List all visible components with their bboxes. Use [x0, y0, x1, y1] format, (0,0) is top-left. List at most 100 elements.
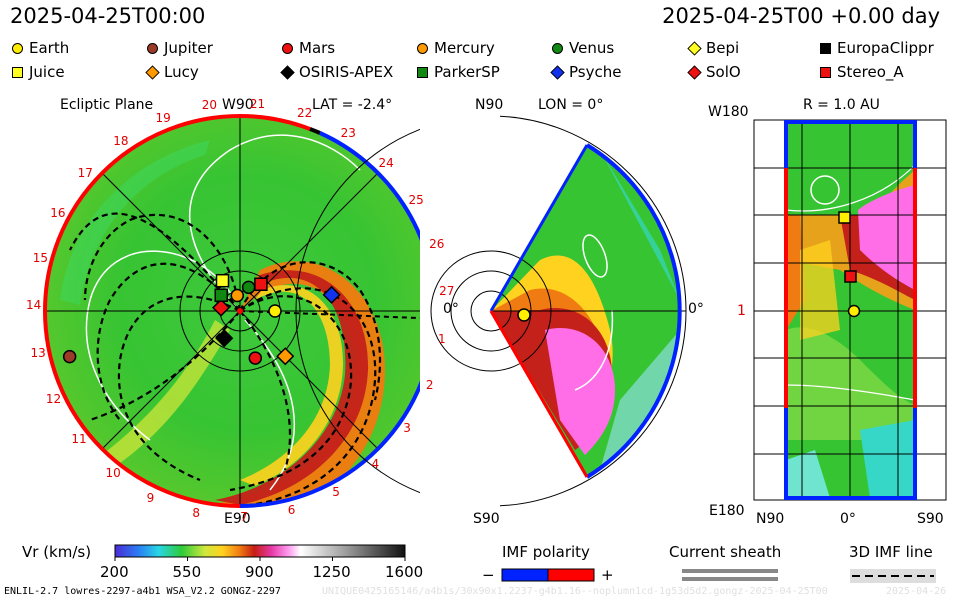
sheath-line-2 — [682, 577, 778, 581]
footer-date: 2025-04-26 — [886, 586, 947, 597]
sector-number: 15 — [32, 250, 49, 265]
sector-number: 21 — [249, 96, 266, 111]
stream-green-light — [60, 140, 210, 305]
surface-x-label-0: 0° — [840, 511, 856, 527]
surface-juice-marker — [838, 211, 851, 224]
meridional-bottom-label: S90 — [473, 511, 500, 527]
surface-bottom-label: E180 — [709, 503, 745, 519]
legend-item-juice: Juice — [12, 63, 65, 81]
stream-red — [215, 270, 369, 505]
legend-item-parkersp: ParkerSP — [417, 63, 500, 81]
legend-item-venus: Venus — [552, 39, 614, 57]
stream-orange — [200, 261, 385, 506]
mer-rim-red — [489, 310, 589, 478]
mer-earth-marker — [517, 308, 531, 322]
mars-circle-icon — [282, 43, 293, 54]
sector-number: 9 — [146, 491, 155, 506]
body-venus — [241, 280, 256, 295]
surface-mid-label: 1 — [737, 303, 746, 319]
sector-number: 23 — [340, 126, 356, 141]
sector-number: 20 — [201, 98, 218, 113]
ecliptic-zero-label: 0° — [443, 301, 459, 317]
sector-number: 5 — [332, 484, 340, 499]
mer-rim-blue — [585, 143, 682, 479]
surface-stereo-marker — [844, 270, 857, 283]
earth-connector — [239, 310, 496, 322]
imf-lines — [69, 212, 382, 506]
legend-item-stereo-a: Stereo_A — [820, 63, 904, 81]
legend-label: Earth — [29, 39, 70, 57]
surface-earth-marker — [847, 304, 861, 318]
legend-item-psyche: Psyche — [550, 63, 622, 81]
sector-number: 17 — [77, 166, 93, 181]
ecliptic-title: Ecliptic Plane — [60, 97, 154, 113]
body-earth — [268, 304, 282, 318]
body-psyche — [322, 285, 341, 304]
rim-red-top — [239, 114, 311, 131]
sector-number: 4 — [371, 456, 380, 471]
jupiter-circle-icon — [147, 43, 158, 54]
sector-number: 10 — [105, 466, 121, 481]
body-mars — [248, 351, 263, 365]
juice-square-icon — [12, 67, 23, 78]
legend-item-mercury: Mercury — [417, 39, 495, 57]
legend-label: Juice — [29, 63, 65, 81]
colorbar-ticks — [114, 557, 406, 561]
body-juice — [215, 273, 230, 288]
ecliptic-lat-label: LAT = -2.4° — [312, 97, 393, 113]
legend-item-lucy: Lucy — [145, 63, 199, 81]
stream-yellow — [240, 285, 344, 486]
legend-label: SolO — [706, 63, 741, 81]
sector-number: 27 — [439, 283, 455, 298]
colorbar-tick-label: 550 — [172, 563, 202, 581]
surface-r-label: R = 1.0 AU — [803, 97, 880, 113]
sector-number: 2 — [425, 378, 434, 393]
sector-number: 8 — [192, 505, 200, 520]
parkersp-square-icon — [417, 67, 428, 78]
colorbar-label: Vr (km/s) — [22, 543, 92, 561]
colorbar-tick-label: 1250 — [312, 563, 351, 581]
sector-number: 18 — [113, 134, 129, 149]
sector-number: 19 — [155, 111, 171, 126]
sector-number: 12 — [45, 391, 62, 406]
sector-number: 1 — [437, 331, 446, 346]
footer-run-id: UNIQUE0425165146/a4b1s/30x90x1.2237-g4b1… — [322, 586, 828, 597]
body-jupiter — [62, 349, 77, 364]
current-sheath-label: Current sheath — [669, 543, 782, 561]
white-spirals — [85, 134, 361, 491]
meridional-zero-label: 0° — [688, 301, 704, 317]
sheath-line-1 — [682, 569, 778, 573]
sector-number: 13 — [30, 346, 46, 361]
europaclippr-square-icon — [820, 43, 831, 54]
sector-number: 24 — [378, 155, 394, 170]
legend-label: Psyche — [569, 63, 622, 81]
meridional-top-label: N90 — [475, 97, 504, 113]
surface-x-label-n90: N90 — [756, 511, 785, 527]
legend-item-mars: Mars — [282, 39, 335, 57]
surface-panel — [753, 119, 947, 501]
colorbar-tick-label: 1600 — [385, 563, 424, 581]
sector-number: 6 — [287, 502, 296, 517]
legend-label: Stereo_A — [837, 63, 904, 81]
sector-number: 25 — [408, 193, 424, 208]
sector-number: 3 — [403, 420, 411, 435]
body-osiris-apex — [215, 329, 234, 348]
ecliptic-bottom-label: E90 — [224, 511, 251, 527]
sun-marker — [237, 308, 243, 314]
stereo-a-square-icon — [820, 67, 831, 78]
ecliptic-top-label: W90 — [222, 97, 254, 113]
imf-minus-label: − — [482, 566, 495, 584]
legend-item-bepi: Bepi — [687, 39, 739, 57]
sector-number: 11 — [71, 432, 87, 447]
body-stereo-a — [254, 277, 268, 291]
legend-item-earth: Earth — [12, 39, 69, 57]
venus-circle-icon — [552, 43, 563, 54]
body-parkersp — [214, 288, 228, 303]
colorbar-tick-label: 200 — [100, 563, 129, 581]
ecliptic-panel — [43, 114, 496, 508]
legend-label: Mercury — [434, 39, 495, 57]
surface-top-label: W180 — [708, 104, 749, 120]
sector-number: 14 — [26, 298, 42, 313]
timestamp: 2025-04-25T00:00 — [10, 4, 206, 28]
